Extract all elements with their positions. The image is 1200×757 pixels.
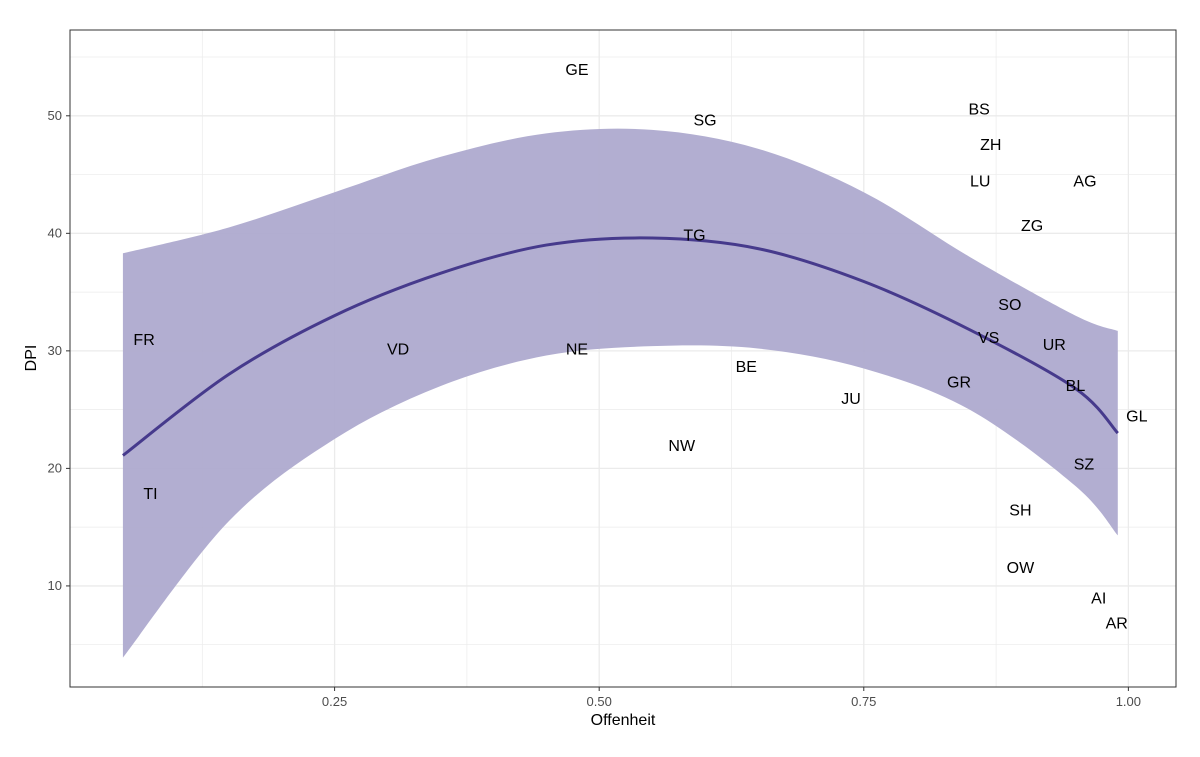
- point-label-ju: JU: [841, 391, 861, 408]
- point-label-gl: GL: [1126, 409, 1147, 426]
- y-tick-label: 10: [48, 578, 62, 593]
- point-label-sh: SH: [1009, 503, 1031, 520]
- point-label-ti: TI: [143, 486, 157, 503]
- axes: 0.25 0.50 0.75 1.00 10 20 30 40 50: [48, 108, 1141, 709]
- panel-border: [69, 29, 1177, 688]
- confidence-band-layer: [122, 128, 1119, 658]
- point-label-vd: VD: [387, 342, 409, 359]
- point-label-fr: FR: [133, 332, 154, 349]
- y-tick-label: 30: [48, 343, 62, 358]
- y-axis-title: DPI: [23, 345, 40, 372]
- point-label-bl: BL: [1066, 378, 1086, 395]
- y-tick-label: 50: [48, 108, 62, 123]
- confidence-band: [122, 128, 1118, 658]
- x-tick-label: 0.25: [322, 694, 347, 709]
- y-tick-label: 20: [48, 460, 62, 475]
- point-label-ar: AR: [1106, 615, 1128, 632]
- y-tick-label: 40: [48, 225, 62, 240]
- x-tick-label: 0.75: [851, 694, 876, 709]
- point-label-ow: OW: [1007, 560, 1035, 577]
- point-label-ne: NE: [566, 342, 588, 359]
- smooth-fit-line: [122, 236, 1119, 457]
- point-label-nw: NW: [668, 438, 696, 455]
- point-label-sg: SG: [693, 112, 716, 129]
- x-tick-label: 0.50: [587, 694, 612, 709]
- point-label-zg: ZG: [1021, 218, 1043, 235]
- point-label-ag: AG: [1073, 173, 1096, 190]
- point-labels: GE SG BS ZH LU AG ZG TG SO FR VS UR VD NE BE GR BL JU GL NW…: [133, 62, 1147, 633]
- point-label-so: SO: [998, 297, 1021, 314]
- point-label-sz: SZ: [1074, 457, 1095, 474]
- x-tick-label: 1.00: [1116, 694, 1141, 709]
- x-axis-title: Offenheit: [591, 712, 656, 729]
- point-label-ur: UR: [1043, 337, 1066, 354]
- point-label-ai: AI: [1091, 591, 1106, 608]
- point-label-zh: ZH: [980, 137, 1001, 154]
- point-label-lu: LU: [970, 173, 990, 190]
- point-label-vs: VS: [978, 330, 999, 347]
- point-label-tg: TG: [683, 228, 705, 245]
- point-label-bs: BS: [968, 102, 989, 119]
- point-label-gr: GR: [947, 374, 971, 391]
- point-label-be: BE: [736, 359, 757, 376]
- point-label-ge: GE: [565, 62, 588, 79]
